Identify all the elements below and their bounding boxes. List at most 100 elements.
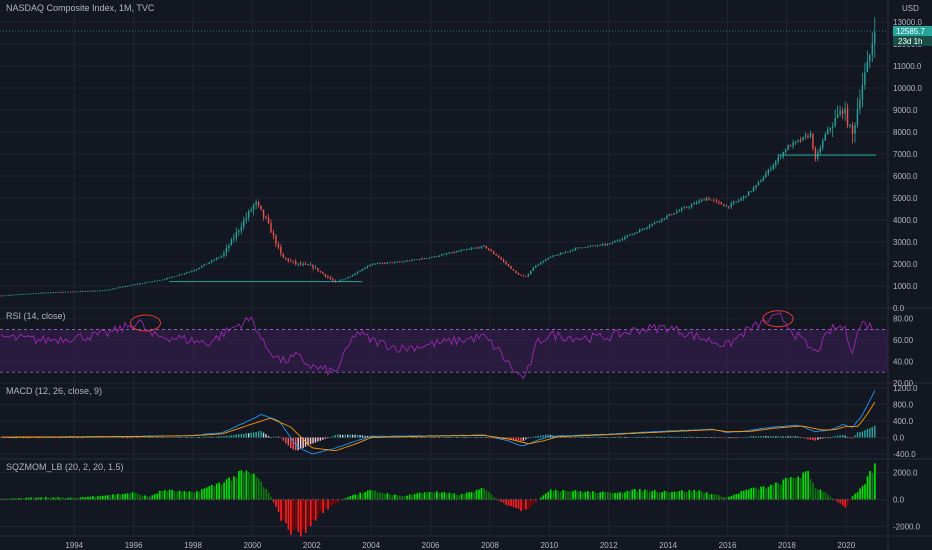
candle-body (124, 286, 126, 288)
squeeze-dot (490, 498, 493, 501)
macd-histogram-bar (470, 437, 473, 438)
macd-histogram-bar (235, 434, 238, 438)
sqzmom-bar (351, 495, 354, 500)
macd-histogram-bar (641, 436, 643, 438)
squeeze-dot (381, 498, 384, 501)
macd-histogram-bar (802, 437, 804, 439)
squeeze-dot (331, 498, 334, 501)
sqzmom-bar (99, 496, 102, 500)
macd-histogram-bar (584, 436, 586, 438)
sqzmom-bar (245, 470, 248, 500)
candle-body (505, 261, 507, 265)
squeeze-dot (158, 498, 161, 501)
squeeze-dot (693, 498, 696, 501)
macd-histogram-bar (453, 436, 455, 438)
sqzmom-bar (203, 488, 206, 500)
sqzmom-bar (79, 497, 82, 500)
sqzmom-bar (638, 488, 641, 500)
squeeze-dot (198, 498, 201, 501)
candle-body (92, 290, 94, 292)
sqzmom-bar (198, 491, 201, 500)
sqzmom-bar (532, 499, 535, 505)
sqzmom-bar (168, 489, 171, 500)
macd-histogram-bar (233, 434, 235, 438)
annotation-circle (130, 314, 162, 332)
macd-histogram-bar (463, 437, 465, 438)
candle-body (7, 295, 10, 296)
sqzmom-bar (812, 482, 814, 500)
currency-label: USD (902, 4, 919, 13)
macd-histogram-bar (428, 437, 431, 438)
squeeze-dot (584, 498, 587, 501)
sqzmom-bar (708, 494, 710, 500)
squeeze-dot (510, 498, 512, 501)
sqzmom-bar (557, 490, 560, 500)
sqzmom-bar (371, 490, 374, 500)
squeeze-dot (569, 498, 572, 501)
candle-body (280, 247, 282, 254)
macd-histogram-bar (693, 436, 695, 438)
macd-histogram-bar (517, 437, 520, 441)
candle-body (579, 247, 581, 249)
macd-histogram-bar (158, 437, 161, 438)
sqzmom-bar (735, 493, 738, 500)
macd-histogram-bar (784, 436, 787, 438)
candle-body (57, 292, 59, 293)
macd-histogram-bar (601, 436, 604, 438)
sqzmom-bar (106, 495, 109, 500)
candle-body (725, 206, 727, 207)
macd-histogram-bar (767, 436, 770, 438)
sqzmom-bar (693, 489, 696, 500)
sqzmom-bar (794, 478, 797, 500)
candle-body (547, 257, 549, 260)
sqzmom-bar (408, 494, 411, 500)
candle-body (587, 246, 589, 248)
macd-histogram-bar (443, 437, 445, 438)
macd-histogram-bar (715, 437, 718, 439)
sqzmom-bar (260, 481, 263, 500)
price-pane (0, 17, 888, 297)
macd-histogram-bar (780, 436, 782, 438)
price-tick-label: 5000.0 (893, 194, 918, 203)
macd-histogram-bar (302, 437, 304, 449)
macd-histogram-bar (196, 437, 198, 438)
macd-histogram-bar (594, 436, 596, 438)
macd-histogram-bar (200, 437, 203, 438)
macd-histogram-bar (111, 437, 114, 439)
squeeze-dot (792, 498, 795, 501)
candle-body (74, 291, 77, 293)
squeeze-dot (302, 498, 305, 501)
sqzmom-bar (89, 496, 92, 500)
macd-histogram-bar (839, 435, 841, 438)
sqzmom-bar (725, 497, 728, 500)
sqzmom-bar (775, 482, 777, 500)
squeeze-dot (752, 498, 755, 501)
squeeze-dot (356, 498, 359, 501)
candle-body (398, 261, 401, 263)
sqzmom-bar (624, 492, 626, 500)
macd-histogram-bar (188, 437, 191, 438)
macd-histogram-bar (497, 437, 500, 439)
sqzmom-bar (535, 499, 537, 503)
sqzmom-bar (574, 490, 577, 500)
macd-histogram-bar (421, 437, 423, 438)
macd-histogram-bar (510, 437, 512, 440)
macd-histogram-bar (762, 436, 765, 438)
candle-body (715, 200, 718, 202)
x-tick-label: 1996 (125, 541, 143, 550)
squeeze-dot (421, 498, 423, 501)
squeeze-dot (599, 498, 601, 501)
sqzmom-bar (604, 491, 607, 500)
macd-histogram-bar (797, 436, 799, 438)
candle-body (478, 247, 480, 249)
macd-histogram-bar (789, 436, 792, 438)
sqzmom-bar (228, 477, 230, 500)
price-tick-label: 11000.0 (893, 62, 922, 71)
candle-body (72, 291, 74, 293)
sqzmom-bar (30, 497, 32, 500)
macd-histogram-bar (478, 436, 480, 438)
price-tick-label: 10000.0 (893, 84, 922, 93)
macd-histogram-bar (413, 437, 416, 438)
macd-histogram-bar (656, 436, 658, 438)
